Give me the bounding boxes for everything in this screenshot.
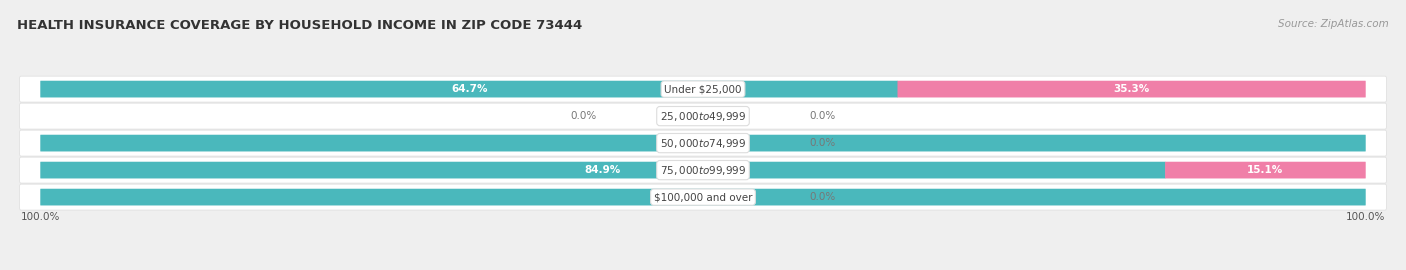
Text: 64.7%: 64.7%: [451, 84, 488, 94]
FancyBboxPatch shape: [41, 189, 1365, 205]
FancyBboxPatch shape: [1166, 162, 1365, 178]
FancyBboxPatch shape: [41, 135, 1365, 151]
Text: 0.0%: 0.0%: [808, 192, 835, 202]
Text: 15.1%: 15.1%: [1247, 165, 1284, 175]
FancyBboxPatch shape: [20, 76, 1386, 102]
Text: 100.0%: 100.0%: [1346, 211, 1385, 222]
FancyBboxPatch shape: [20, 130, 1386, 156]
FancyBboxPatch shape: [41, 162, 1166, 178]
Text: HEALTH INSURANCE COVERAGE BY HOUSEHOLD INCOME IN ZIP CODE 73444: HEALTH INSURANCE COVERAGE BY HOUSEHOLD I…: [17, 19, 582, 32]
FancyBboxPatch shape: [20, 184, 1386, 210]
FancyBboxPatch shape: [20, 157, 1386, 183]
Text: $25,000 to $49,999: $25,000 to $49,999: [659, 110, 747, 123]
Text: 35.3%: 35.3%: [1114, 84, 1150, 94]
Text: 84.9%: 84.9%: [585, 165, 621, 175]
Text: $100,000 and over: $100,000 and over: [654, 192, 752, 202]
Text: 0.0%: 0.0%: [571, 111, 598, 121]
FancyBboxPatch shape: [41, 81, 898, 97]
Text: 100.0%: 100.0%: [21, 211, 60, 222]
Text: 0.0%: 0.0%: [808, 138, 835, 148]
Text: $75,000 to $99,999: $75,000 to $99,999: [659, 164, 747, 177]
Text: 0.0%: 0.0%: [808, 111, 835, 121]
Text: Under $25,000: Under $25,000: [664, 84, 742, 94]
Text: 100.0%: 100.0%: [682, 138, 724, 148]
FancyBboxPatch shape: [897, 81, 1365, 97]
Text: 100.0%: 100.0%: [682, 192, 724, 202]
Text: Source: ZipAtlas.com: Source: ZipAtlas.com: [1278, 19, 1389, 29]
Text: $50,000 to $74,999: $50,000 to $74,999: [659, 137, 747, 150]
FancyBboxPatch shape: [20, 103, 1386, 129]
